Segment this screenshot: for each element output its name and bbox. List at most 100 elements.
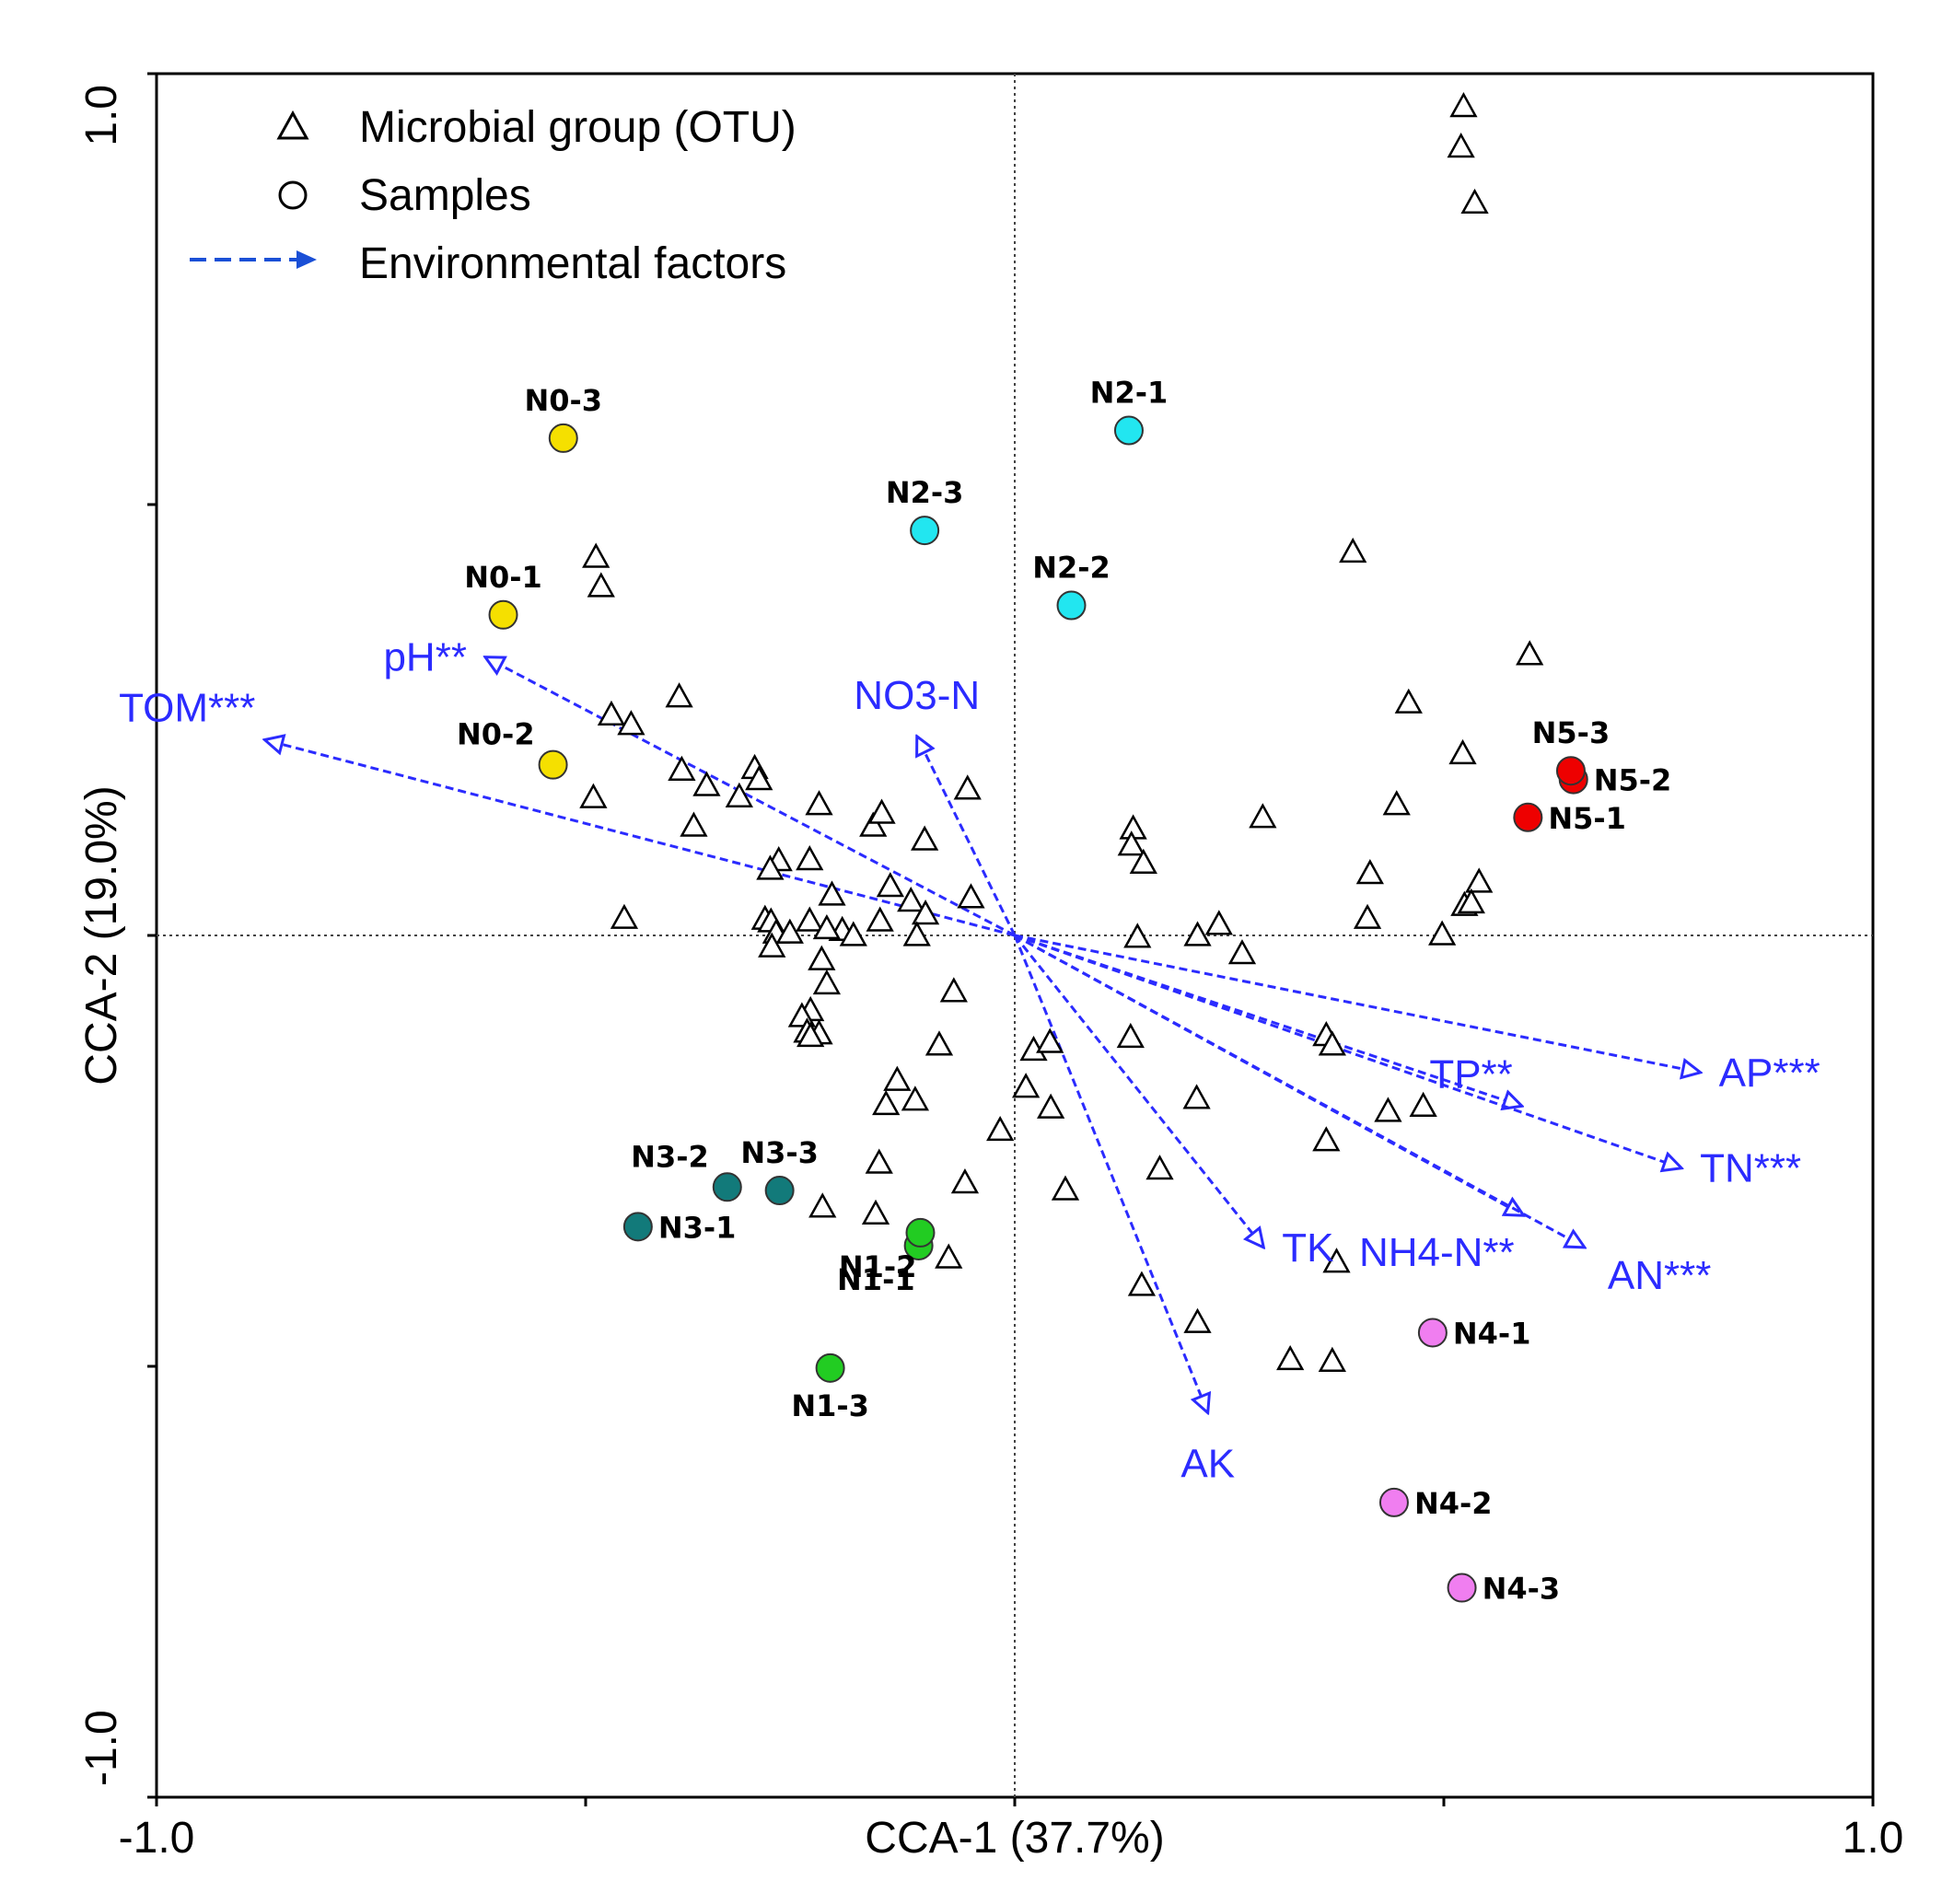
- otu-point: [1318, 1346, 1346, 1373]
- env-arrow: [1013, 935, 1263, 1248]
- otu-point: [883, 1065, 912, 1091]
- otu-point: [1051, 1175, 1080, 1201]
- otu-point: [876, 872, 904, 898]
- sample-point: [1113, 415, 1144, 446]
- otu-point: [756, 854, 785, 880]
- samples-layer: [488, 415, 1588, 1603]
- sample-point: [910, 516, 940, 546]
- sample-label: N5-1: [1548, 801, 1626, 836]
- otu-point: [587, 572, 615, 598]
- otu-point: [1116, 1022, 1145, 1049]
- otu-point: [859, 811, 888, 837]
- otu-point: [665, 682, 693, 708]
- otu-point: [839, 921, 867, 946]
- env-arrow: [264, 740, 1016, 937]
- x-axis-title: CCA-1 (37.7%): [865, 1814, 1164, 1863]
- otu-point: [1123, 923, 1152, 948]
- otu-point: [758, 932, 786, 958]
- otu-point: [861, 1199, 890, 1225]
- otu-point: [808, 1192, 837, 1218]
- otu-point: [1145, 1155, 1174, 1180]
- sample-label: N5-3: [1532, 715, 1611, 750]
- otu-point: [818, 880, 846, 906]
- y-tick-label: -1.0: [77, 1710, 126, 1786]
- otu-point: [579, 783, 608, 808]
- otu-point: [911, 900, 940, 925]
- labels-layer: TOM*** pH** NO3-N AP*** TP** TN*** NH4-N** AN**…: [119, 376, 1820, 1607]
- sample-point: [1555, 756, 1586, 786]
- otu-point: [872, 1089, 901, 1116]
- otu-point: [617, 710, 645, 736]
- sample-label: N4-1: [1453, 1316, 1531, 1351]
- env-factor-label: NH4-N**: [1359, 1230, 1515, 1275]
- otu-point: [950, 1168, 980, 1194]
- x-tick-label: -1.0: [119, 1814, 195, 1863]
- sample-label: N5-2: [1594, 763, 1672, 798]
- otu-point: [1204, 910, 1233, 935]
- env-factor-label: pH**: [383, 635, 467, 680]
- legend-label: Microbial group (OTU): [359, 103, 797, 152]
- otu-point: [1460, 188, 1489, 215]
- otu-point: [597, 700, 626, 726]
- otu-point: [1227, 939, 1257, 965]
- otu-point: [610, 903, 639, 929]
- otu-point: [935, 1243, 963, 1269]
- otu-point: [1409, 1091, 1437, 1117]
- legend-label: Samples: [359, 171, 531, 220]
- sample-point: [1447, 1573, 1477, 1603]
- otu-point: [1036, 1027, 1064, 1053]
- legend-label: Environmental factors: [359, 239, 786, 288]
- otu-point: [1449, 91, 1478, 118]
- otu-point: [1447, 132, 1475, 158]
- env-factor-label: TN***: [1700, 1146, 1801, 1191]
- sample-point: [622, 1212, 653, 1242]
- env-factor-label: TK: [1282, 1225, 1333, 1271]
- sample-point: [538, 749, 568, 780]
- sample-label: N4-2: [1414, 1486, 1493, 1521]
- otu-point: [1249, 803, 1277, 829]
- sample-label: N1-1: [837, 1262, 915, 1297]
- otu-point: [1117, 830, 1145, 856]
- otu-point: [1355, 859, 1384, 885]
- legend-triangle-icon: [276, 110, 309, 140]
- otu-point: [775, 918, 804, 944]
- env-arrow: [1014, 934, 1701, 1073]
- otu-point: [582, 542, 611, 568]
- env-factor-label: AP***: [1719, 1051, 1820, 1096]
- sample-label: N2-2: [1032, 551, 1111, 586]
- otu-point: [867, 798, 896, 824]
- env-factor-label: AN***: [1608, 1253, 1712, 1298]
- sample-point: [1378, 1487, 1409, 1517]
- env-arrow: [1014, 934, 1681, 1168]
- otu-point: [1457, 888, 1485, 914]
- otu-point: [1037, 1093, 1065, 1119]
- otu-point: [986, 1115, 1015, 1142]
- sample-point: [764, 1176, 795, 1206]
- sample-label: N1-3: [791, 1388, 869, 1423]
- sample-point: [1417, 1318, 1448, 1348]
- sample-label: N3-2: [631, 1139, 709, 1174]
- otu-point: [1276, 1344, 1305, 1371]
- otu-point: [1127, 1271, 1157, 1296]
- axes-layer: -1.0 1.0 1.0 -1.0 CCA-1 (37.7%) CCA-2 (19.0%): [77, 72, 1904, 1863]
- x-tick-label: 1.0: [1843, 1814, 1904, 1863]
- env-arrows-layer: [264, 657, 1700, 1413]
- otu-point: [796, 845, 824, 871]
- otu-point: [939, 977, 968, 1003]
- env-arrow: [485, 657, 1016, 937]
- otu-layer: [579, 91, 1544, 1373]
- otu-point: [865, 1148, 893, 1174]
- sample-point: [815, 1353, 845, 1383]
- sample-point: [548, 423, 578, 453]
- otu-point: [745, 765, 773, 791]
- sample-label: N2-1: [1090, 376, 1169, 411]
- env-factor-label: TP**: [1429, 1051, 1512, 1097]
- env-arrow: [1013, 935, 1208, 1413]
- env-arrow: [1014, 934, 1522, 1106]
- otu-point: [805, 790, 833, 816]
- sample-label: N3-3: [740, 1135, 819, 1170]
- otu-point: [797, 1021, 825, 1048]
- sample-point: [488, 599, 518, 630]
